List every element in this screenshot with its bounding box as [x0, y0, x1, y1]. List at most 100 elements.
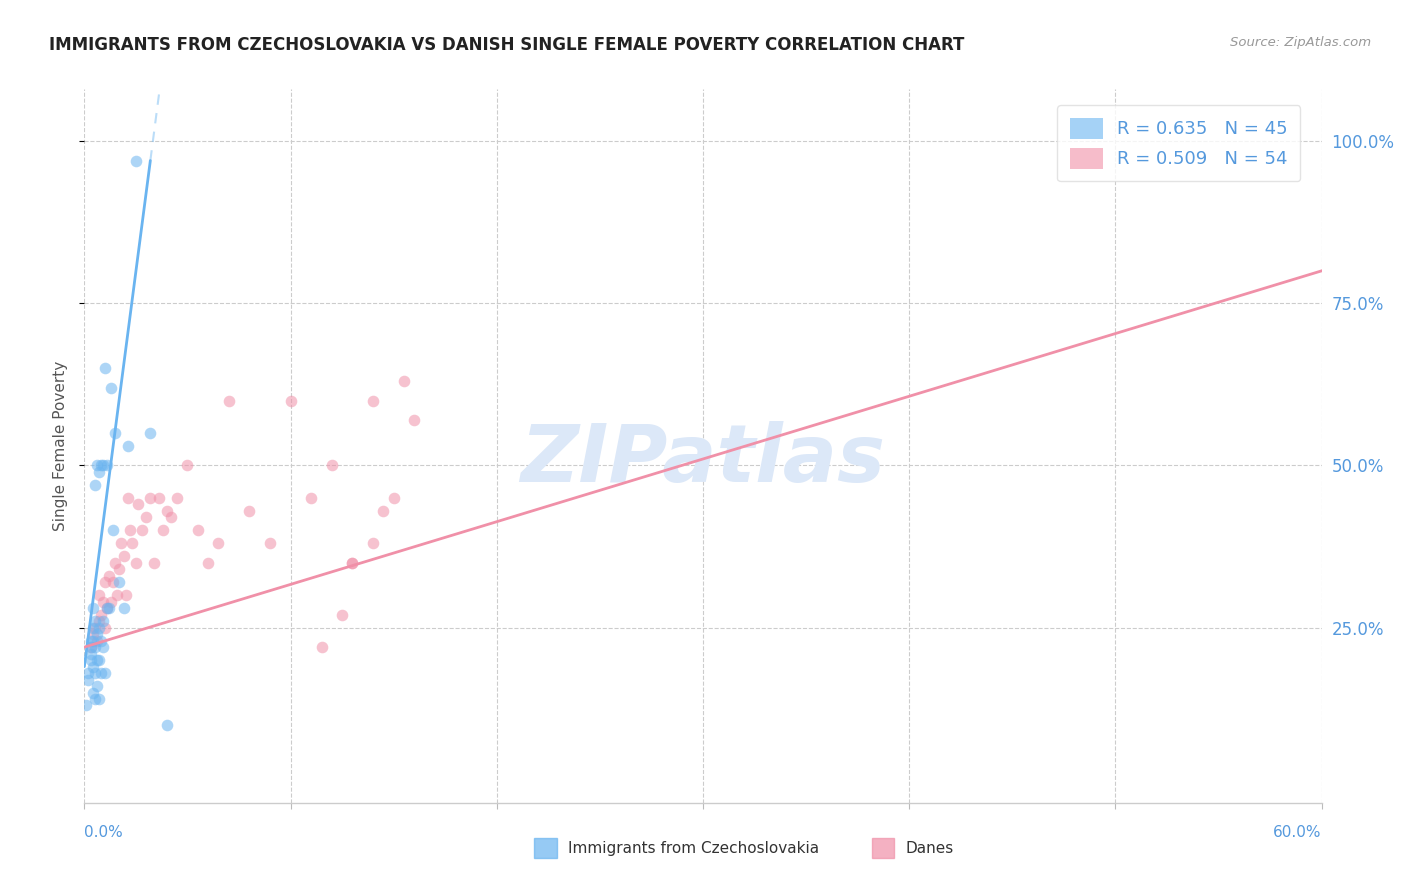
Point: [152, 524, 174, 538]
Point: [91, 458, 114, 473]
Point: [105, 588, 128, 602]
Point: [361, 536, 384, 550]
Point: [259, 536, 281, 550]
Point: [125, 556, 148, 570]
Point: [82, 601, 104, 615]
Point: [321, 458, 343, 473]
Point: [100, 595, 122, 609]
Point: [127, 497, 149, 511]
Point: [86, 653, 108, 667]
Point: [96, 601, 118, 615]
Point: [139, 425, 162, 440]
Point: [311, 640, 333, 654]
Point: [121, 536, 143, 550]
Text: 0.0%: 0.0%: [84, 825, 124, 840]
Point: [91, 640, 114, 654]
Point: [83, 692, 105, 706]
Point: [342, 556, 364, 570]
Point: [91, 614, 114, 628]
Point: [83, 478, 105, 492]
Point: [82, 627, 104, 641]
Point: [82, 633, 104, 648]
Point: [108, 562, 131, 576]
Point: [110, 536, 132, 550]
Point: [90, 633, 112, 648]
Point: [83, 614, 105, 628]
Point: [382, 491, 405, 505]
Point: [82, 621, 104, 635]
Point: [187, 524, 209, 538]
Point: [103, 575, 125, 590]
Point: [280, 393, 302, 408]
Point: [94, 575, 117, 590]
Point: [104, 556, 127, 570]
Point: [98, 601, 121, 615]
Point: [238, 504, 260, 518]
Point: [197, 556, 219, 570]
Point: [392, 374, 415, 388]
Point: [91, 595, 114, 609]
Y-axis label: Single Female Poverty: Single Female Poverty: [53, 361, 69, 531]
Point: [86, 633, 108, 648]
Text: ZIPatlas: ZIPatlas: [520, 421, 886, 500]
Point: [87, 614, 110, 628]
Point: [86, 679, 108, 693]
Point: [90, 607, 112, 622]
Point: [176, 458, 198, 473]
Point: [118, 524, 141, 538]
Point: [87, 653, 110, 667]
Point: [87, 588, 110, 602]
Point: [94, 621, 117, 635]
Point: [94, 666, 117, 681]
Point: [330, 607, 353, 622]
Point: [100, 381, 122, 395]
Point: [86, 458, 108, 473]
Point: [148, 491, 170, 505]
Point: [117, 491, 139, 505]
Point: [83, 666, 105, 681]
Text: 60.0%: 60.0%: [1274, 825, 1322, 840]
Point: [404, 413, 426, 427]
Point: [207, 536, 229, 550]
Text: Danes: Danes: [905, 841, 953, 855]
Point: [94, 361, 117, 376]
Legend: R = 0.635   N = 45, R = 0.509   N = 54: R = 0.635 N = 45, R = 0.509 N = 54: [1057, 105, 1301, 181]
Point: [139, 491, 162, 505]
Point: [86, 627, 108, 641]
Point: [342, 556, 364, 570]
Point: [361, 393, 384, 408]
Point: [96, 458, 118, 473]
Text: Immigrants from Czechoslovakia: Immigrants from Czechoslovakia: [568, 841, 820, 855]
Point: [83, 621, 105, 635]
Point: [373, 504, 395, 518]
Point: [218, 393, 240, 408]
Point: [131, 524, 153, 538]
Text: IMMIGRANTS FROM CZECHOSLOVAKIA VS DANISH SINGLE FEMALE POVERTY CORRELATION CHART: IMMIGRANTS FROM CZECHOSLOVAKIA VS DANISH…: [49, 36, 965, 54]
Point: [299, 491, 322, 505]
Point: [79, 633, 101, 648]
Point: [79, 647, 101, 661]
Point: [77, 673, 100, 687]
Point: [87, 692, 110, 706]
Point: [104, 425, 127, 440]
Point: [82, 685, 104, 699]
Text: Source: ZipAtlas.com: Source: ZipAtlas.com: [1230, 36, 1371, 49]
Point: [87, 465, 110, 479]
Point: [98, 568, 121, 582]
Point: [160, 510, 183, 524]
Point: [125, 153, 148, 168]
Point: [87, 621, 110, 635]
Point: [108, 575, 131, 590]
Point: [135, 510, 157, 524]
Point: [79, 653, 101, 667]
Point: [77, 666, 100, 681]
Point: [83, 640, 105, 654]
Point: [79, 640, 101, 654]
Point: [90, 666, 112, 681]
Point: [82, 659, 104, 673]
Point: [103, 524, 125, 538]
Point: [79, 640, 101, 654]
Point: [112, 601, 135, 615]
Point: [117, 439, 139, 453]
Point: [90, 458, 112, 473]
